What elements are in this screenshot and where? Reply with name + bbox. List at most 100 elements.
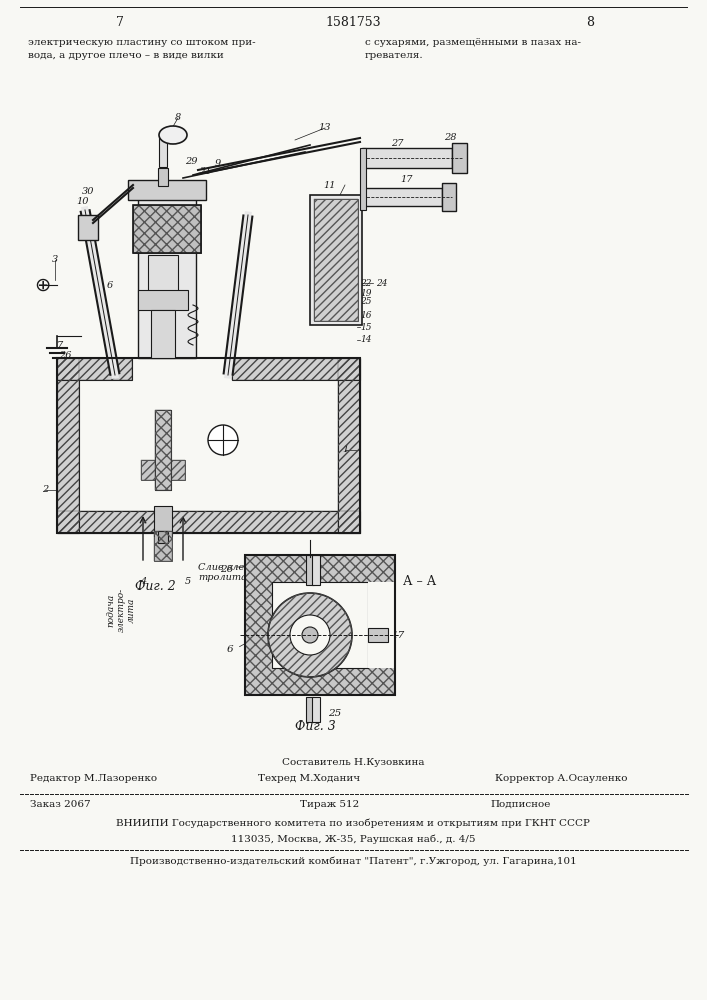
Text: Фиг. 3: Фиг. 3	[295, 720, 335, 733]
Bar	[158, 531, 168, 543]
Text: 1581753: 1581753	[325, 15, 381, 28]
Text: 5: 5	[185, 576, 191, 585]
Text: 18: 18	[177, 206, 189, 215]
Bar	[133, 205, 201, 253]
Text: 30: 30	[82, 188, 94, 196]
Bar	[57, 358, 79, 533]
Bar	[368, 628, 388, 642]
Text: ВНИИПИ Государственного комитета по изобретениям и открытиям при ГКНТ СССР: ВНИИПИ Государственного комитета по изоб…	[116, 818, 590, 828]
Bar	[452, 143, 467, 173]
Text: электрическую пластину со штоком при-
вода, а другое плечо – в виде вилки: электрическую пластину со штоком при- во…	[28, 38, 256, 60]
Bar	[148, 255, 178, 295]
Text: 17: 17	[392, 631, 404, 640]
Text: Составитель Н.Кузовкина: Составитель Н.Кузовкина	[282, 758, 424, 767]
Bar	[232, 358, 360, 380]
Bar	[57, 358, 79, 533]
Text: 25: 25	[328, 708, 341, 718]
Text: 29: 29	[185, 157, 197, 166]
Bar	[159, 137, 167, 167]
Text: 23: 23	[177, 232, 189, 241]
Bar	[245, 555, 395, 695]
Bar	[368, 582, 395, 668]
Text: Производственно-издательский комбинат "Патент", г.Ужгород, ул. Гагарина,101: Производственно-издательский комбинат "П…	[129, 856, 576, 865]
Bar	[306, 555, 314, 585]
Bar	[272, 582, 368, 668]
Text: 17: 17	[401, 176, 414, 184]
Text: А – А: А – А	[404, 575, 437, 588]
Bar	[338, 358, 360, 533]
Text: 14: 14	[360, 336, 371, 344]
Text: ⊕: ⊕	[34, 275, 50, 294]
Bar	[57, 358, 132, 380]
Bar	[154, 531, 172, 561]
Text: 21: 21	[199, 167, 211, 176]
Bar	[141, 460, 185, 480]
Text: Слив элек-
тролита: Слив элек- тролита	[198, 563, 253, 582]
Bar	[138, 290, 188, 310]
Text: 26: 26	[59, 351, 71, 360]
Text: 15: 15	[360, 322, 371, 332]
Bar	[57, 358, 360, 533]
Text: 13: 13	[319, 123, 332, 132]
Bar	[138, 195, 196, 358]
Bar	[57, 358, 132, 380]
Bar	[362, 188, 442, 206]
Text: с сухарями, размещёнными в пазах на-
гревателя.: с сухарями, размещёнными в пазах на- гре…	[365, 38, 581, 60]
Text: 9: 9	[215, 158, 221, 167]
Text: 7: 7	[57, 340, 63, 350]
Text: 8: 8	[175, 113, 181, 122]
Text: 11: 11	[324, 180, 337, 190]
Text: Заказ 2067: Заказ 2067	[30, 800, 90, 809]
Text: 28: 28	[444, 133, 456, 142]
Bar	[314, 199, 358, 321]
Bar	[314, 199, 358, 321]
Text: подача
электро-
лита: подача электро- лита	[106, 588, 136, 632]
Text: 7: 7	[116, 15, 124, 28]
Text: 22: 22	[360, 278, 371, 288]
Text: 26: 26	[221, 566, 233, 574]
Bar	[232, 358, 360, 380]
Bar	[158, 168, 168, 186]
Text: 113035, Москва, Ж-35, Раушская наб., д. 4/5: 113035, Москва, Ж-35, Раушская наб., д. …	[230, 834, 475, 844]
Bar	[312, 555, 320, 585]
Text: 4: 4	[250, 578, 257, 587]
Text: Редактор М.Лазоренко: Редактор М.Лазоренко	[30, 774, 157, 783]
Bar	[155, 410, 171, 490]
Bar	[362, 148, 452, 168]
Bar	[128, 180, 206, 200]
Text: Корректор А.Осауленко: Корректор А.Осауленко	[495, 774, 628, 783]
Text: 27: 27	[391, 138, 403, 147]
Text: Фиг. 2: Фиг. 2	[134, 580, 175, 593]
Bar	[155, 410, 171, 490]
Bar	[155, 410, 171, 490]
Text: Техред М.Ходанич: Техред М.Ходанич	[258, 774, 360, 783]
Bar	[338, 358, 360, 533]
Bar	[141, 460, 185, 480]
Circle shape	[208, 425, 238, 455]
Text: 1: 1	[342, 446, 348, 454]
Text: 10: 10	[77, 198, 89, 207]
Circle shape	[302, 627, 318, 643]
Text: 6: 6	[227, 646, 233, 654]
Text: 24: 24	[376, 278, 387, 288]
Bar	[154, 531, 172, 561]
Text: 16: 16	[360, 310, 371, 320]
Bar	[245, 555, 395, 695]
Text: 19: 19	[360, 288, 371, 298]
Bar	[312, 697, 320, 722]
Bar	[360, 148, 366, 210]
Bar	[57, 511, 360, 533]
Bar	[310, 195, 362, 325]
Bar	[133, 205, 201, 253]
Text: 6: 6	[107, 280, 113, 290]
Text: 20: 20	[177, 218, 189, 227]
Text: 4: 4	[140, 576, 146, 585]
Bar	[78, 215, 98, 240]
Text: 2: 2	[42, 486, 48, 494]
Text: 25: 25	[360, 298, 371, 306]
Bar	[133, 205, 201, 253]
Bar	[306, 697, 314, 722]
Text: Подписное: Подписное	[490, 800, 550, 809]
Circle shape	[268, 593, 352, 677]
Bar	[57, 511, 360, 533]
